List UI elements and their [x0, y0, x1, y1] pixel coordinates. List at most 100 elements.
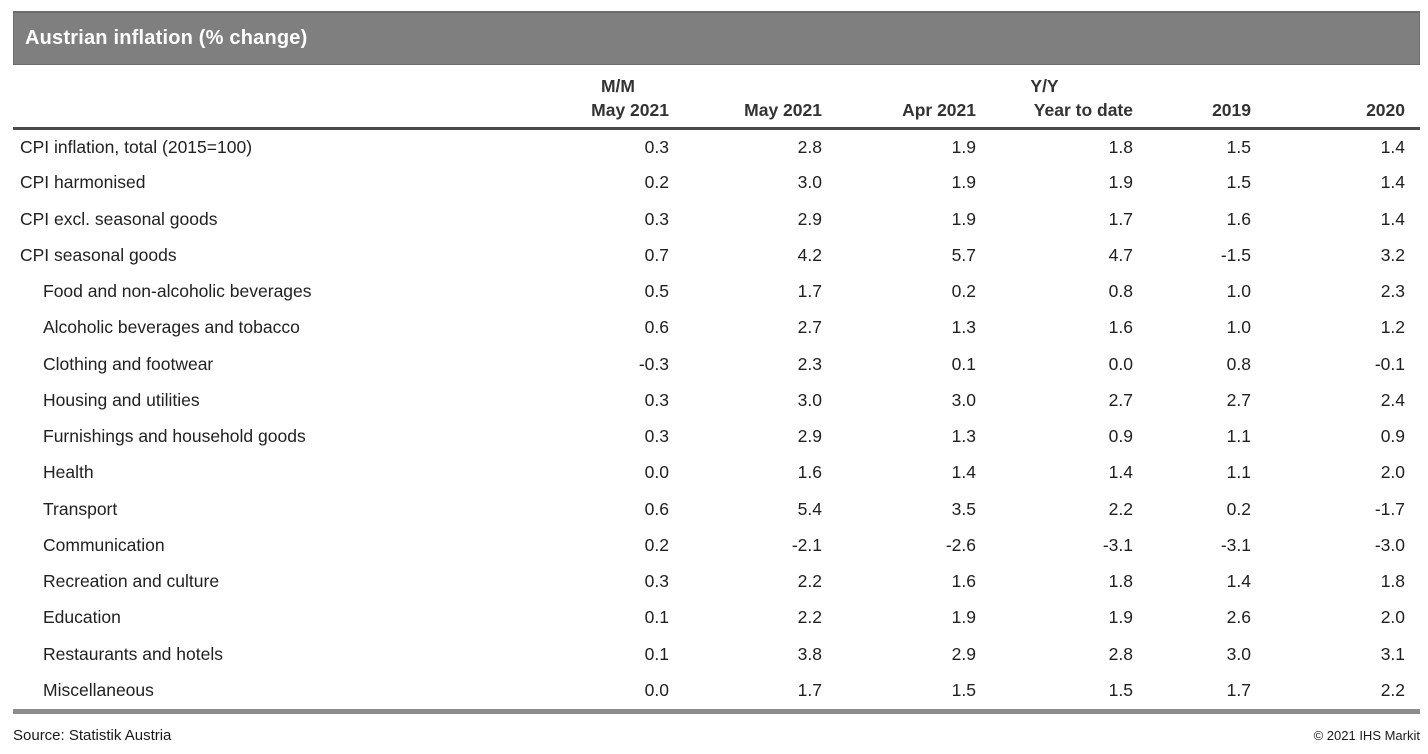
value-cell: 0.2 [644, 172, 669, 193]
row-label: Restaurants and hotels [43, 643, 223, 664]
value-cell: 0.0 [644, 462, 669, 483]
header-spacer [13, 100, 463, 130]
table-row: Communication 0.2 -2.1 -2.6 -3.1 -3.1 -3… [13, 527, 1420, 563]
table-body: CPI inflation, total (2015=100) 0.3 2.8 … [13, 129, 1420, 709]
value-cell: 0.0 [1108, 353, 1133, 374]
value-cell: 1.4 [951, 462, 976, 483]
value-cell: 3.0 [797, 172, 822, 193]
value-cell: 1.9 [1108, 607, 1133, 628]
value-cell: 0.3 [644, 389, 669, 410]
value-cell: 2.2 [1380, 679, 1406, 700]
row-label: Housing and utilities [43, 389, 200, 410]
value-cell: 1.9 [951, 172, 976, 193]
column-header-year-to-date: Year to date [976, 100, 1133, 130]
row-label: Education [43, 607, 121, 628]
value-cell: 0.9 [1380, 426, 1406, 447]
value-cell: -2.1 [791, 534, 822, 555]
footer-source: Source: Statistik Austria [13, 726, 172, 744]
table-row: CPI inflation, total (2015=100) 0.3 2.8 … [13, 129, 1420, 165]
header-spacer [13, 67, 463, 100]
value-cell: -3.0 [1374, 534, 1406, 555]
value-cell: 2.9 [797, 208, 822, 229]
table-row: CPI harmonised 0.2 3.0 1.9 1.9 1.5 1.4 [13, 165, 1420, 201]
value-cell: 1.9 [951, 208, 976, 229]
column-header-2020: 2020 [1251, 100, 1421, 130]
value-cell: 0.0 [644, 679, 669, 700]
value-cell: 5.4 [797, 498, 822, 519]
value-cell: 2.3 [1380, 281, 1406, 302]
value-cell: 1.6 [951, 571, 976, 592]
value-cell: -0.1 [1374, 353, 1406, 374]
value-cell: -1.5 [1220, 244, 1251, 265]
value-cell: 1.7 [797, 281, 822, 302]
value-cell: 0.6 [644, 317, 669, 338]
value-cell: 4.2 [797, 244, 822, 265]
value-cell: 2.8 [1108, 643, 1133, 664]
value-cell: 1.5 [951, 679, 976, 700]
value-cell: 3.0 [1226, 643, 1251, 664]
value-cell: -3.1 [1220, 534, 1251, 555]
footer-copyright: © 2021 IHS Markit [1313, 727, 1420, 743]
value-cell: 1.0 [1226, 281, 1251, 302]
page-title: Austrian inflation (% change) [25, 27, 308, 49]
row-label: CPI harmonised [20, 172, 146, 193]
row-label: Alcoholic beverages and tobacco [43, 317, 300, 338]
row-label: CPI excl. seasonal goods [20, 208, 218, 229]
value-cell: 0.3 [644, 426, 669, 447]
value-cell: 1.9 [951, 136, 976, 157]
table-row: Recreation and culture 0.3 2.2 1.6 1.8 1… [13, 564, 1420, 600]
value-cell: -2.6 [945, 534, 976, 555]
value-cell: 1.0 [1226, 317, 1251, 338]
value-cell: 1.8 [1380, 571, 1406, 592]
value-cell: 0.2 [1226, 498, 1251, 519]
value-cell: 0.3 [644, 571, 669, 592]
value-cell: 1.3 [951, 317, 976, 338]
row-label: Food and non-alcoholic beverages [43, 281, 312, 302]
value-cell: 3.5 [951, 498, 976, 519]
value-cell: 1.7 [1226, 679, 1251, 700]
row-label: Furnishings and household goods [43, 426, 306, 447]
value-cell: 1.7 [797, 679, 822, 700]
value-cell: 0.3 [644, 136, 669, 157]
value-cell: 1.7 [1108, 208, 1133, 229]
value-cell: 2.0 [1380, 462, 1406, 483]
value-cell: 0.7 [644, 244, 669, 265]
table-row: Furnishings and household goods 0.3 2.9 … [13, 419, 1420, 455]
row-label: Transport [43, 498, 118, 519]
value-cell: 1.4 [1380, 136, 1406, 157]
value-cell: 2.3 [797, 353, 822, 374]
value-cell: -0.3 [638, 353, 669, 374]
row-label: Communication [43, 534, 165, 555]
value-cell: 1.9 [951, 607, 976, 628]
column-group-yy: Y/Y [1030, 76, 1059, 96]
table-header: M/M Y/Y May 2021 May 2021 Apr 2021 Year … [13, 67, 1421, 130]
value-cell: 1.5 [1226, 172, 1251, 193]
value-cell: 1.1 [1226, 462, 1251, 483]
value-cell: 2.7 [1108, 389, 1133, 410]
footer: Source: Statistik Austria © 2021 IHS Mar… [13, 727, 1420, 744]
value-cell: 1.4 [1380, 172, 1406, 193]
value-cell: 0.3 [644, 208, 669, 229]
column-group-row: M/M Y/Y [13, 67, 1420, 100]
row-label: Clothing and footwear [43, 353, 214, 374]
value-cell: 0.2 [644, 534, 669, 555]
column-header-2019: 2019 [1133, 100, 1251, 130]
table-row: Education 0.1 2.2 1.9 1.9 2.6 2.0 [13, 600, 1420, 636]
column-header-mm-may-2021: May 2021 [463, 100, 669, 130]
value-cell: 0.9 [1108, 426, 1133, 447]
inflation-table: M/M Y/Y May 2021 May 2021 Apr 2021 Year … [13, 67, 1421, 709]
value-cell: 3.1 [1380, 643, 1406, 664]
column-header-apr-2021: Apr 2021 [822, 100, 976, 130]
value-cell: 1.3 [951, 426, 976, 447]
row-label: Health [43, 462, 94, 483]
table-row: Miscellaneous 0.0 1.7 1.5 1.5 1.7 2.2 [13, 672, 1420, 708]
value-cell: 1.8 [1108, 136, 1133, 157]
value-cell: 0.1 [644, 607, 669, 628]
title-bar: Austrian inflation (% change) [13, 11, 1420, 65]
column-group-mm: M/M [600, 76, 635, 96]
value-cell: 0.8 [1226, 353, 1251, 374]
value-cell: 3.8 [797, 643, 822, 664]
value-cell: 1.4 [1226, 571, 1251, 592]
value-cell: 1.8 [1108, 571, 1133, 592]
table-row: CPI seasonal goods 0.7 4.2 5.7 4.7 -1.5 … [13, 237, 1420, 273]
